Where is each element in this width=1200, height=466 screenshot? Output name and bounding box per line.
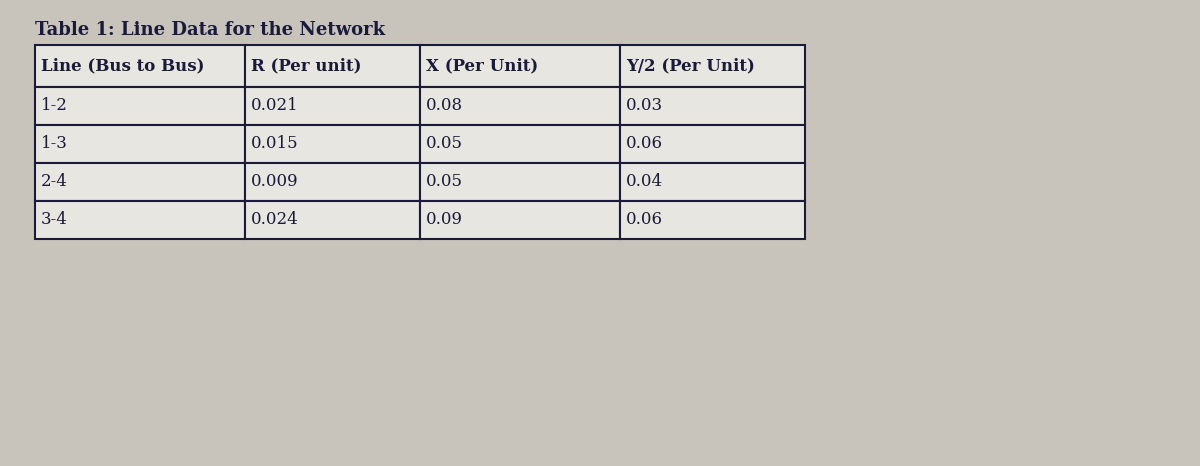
Bar bbox=[420, 125, 620, 163]
Text: 0.03: 0.03 bbox=[626, 97, 664, 115]
Text: Y/2 (Per Unit): Y/2 (Per Unit) bbox=[626, 57, 755, 75]
Text: 1-2: 1-2 bbox=[41, 97, 68, 115]
Text: 0.021: 0.021 bbox=[251, 97, 299, 115]
Bar bbox=[245, 125, 420, 163]
Text: 0.08: 0.08 bbox=[426, 97, 463, 115]
Bar bbox=[620, 201, 805, 239]
Bar bbox=[245, 163, 420, 201]
Text: 0.009: 0.009 bbox=[251, 173, 299, 191]
Bar bbox=[35, 163, 245, 201]
Bar bbox=[620, 163, 805, 201]
Bar bbox=[420, 201, 620, 239]
Bar bbox=[35, 87, 245, 125]
Text: Line (Bus to Bus): Line (Bus to Bus) bbox=[41, 57, 204, 75]
Text: 0.05: 0.05 bbox=[426, 173, 463, 191]
Bar bbox=[420, 87, 620, 125]
Bar bbox=[245, 201, 420, 239]
Text: X (Per Unit): X (Per Unit) bbox=[426, 57, 539, 75]
Text: 3-4: 3-4 bbox=[41, 212, 68, 228]
Text: R (Per unit): R (Per unit) bbox=[251, 57, 361, 75]
Text: 2-4: 2-4 bbox=[41, 173, 68, 191]
Bar bbox=[35, 201, 245, 239]
Text: 0.06: 0.06 bbox=[626, 136, 662, 152]
Text: Table 1: Line Data for the Network: Table 1: Line Data for the Network bbox=[35, 21, 385, 39]
Text: 0.09: 0.09 bbox=[426, 212, 463, 228]
Text: 1-3: 1-3 bbox=[41, 136, 68, 152]
Bar bbox=[620, 87, 805, 125]
Text: 0.015: 0.015 bbox=[251, 136, 299, 152]
Bar bbox=[420, 163, 620, 201]
Bar bbox=[245, 45, 420, 87]
Bar bbox=[35, 125, 245, 163]
Bar bbox=[420, 45, 620, 87]
Bar bbox=[620, 45, 805, 87]
Text: 0.05: 0.05 bbox=[426, 136, 463, 152]
Text: 0.024: 0.024 bbox=[251, 212, 299, 228]
Text: 0.06: 0.06 bbox=[626, 212, 662, 228]
Bar bbox=[35, 45, 245, 87]
Bar bbox=[245, 87, 420, 125]
Bar bbox=[620, 125, 805, 163]
Text: 0.04: 0.04 bbox=[626, 173, 664, 191]
